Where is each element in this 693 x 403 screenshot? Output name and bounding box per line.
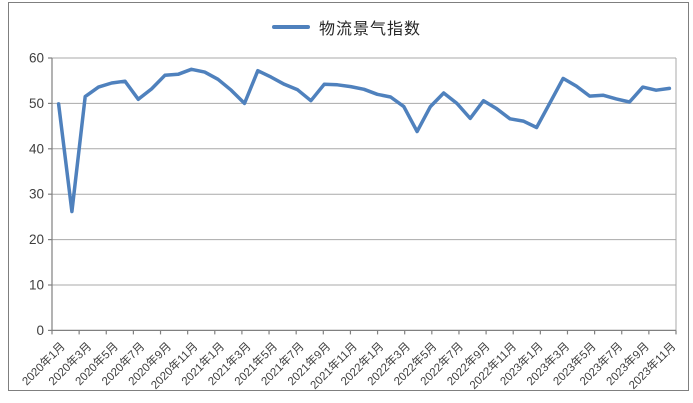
y-axis-tick-label: 30	[29, 187, 44, 202]
legend-line-icon	[271, 25, 310, 29]
y-axis-tick-label: 0	[36, 323, 44, 338]
y-axis-tick-label: 10	[29, 278, 44, 293]
y-axis-tick-label: 60	[29, 51, 44, 66]
legend-series-label: 物流景气指数	[318, 21, 421, 38]
y-axis-tick-label: 40	[29, 141, 44, 156]
legend: 物流景气指数	[0, 15, 693, 39]
series-line	[56, 67, 672, 214]
chart-frame	[8, 2, 689, 391]
y-axis-tick-label: 20	[29, 232, 44, 247]
y-axis-tick-label: 50	[29, 96, 44, 111]
